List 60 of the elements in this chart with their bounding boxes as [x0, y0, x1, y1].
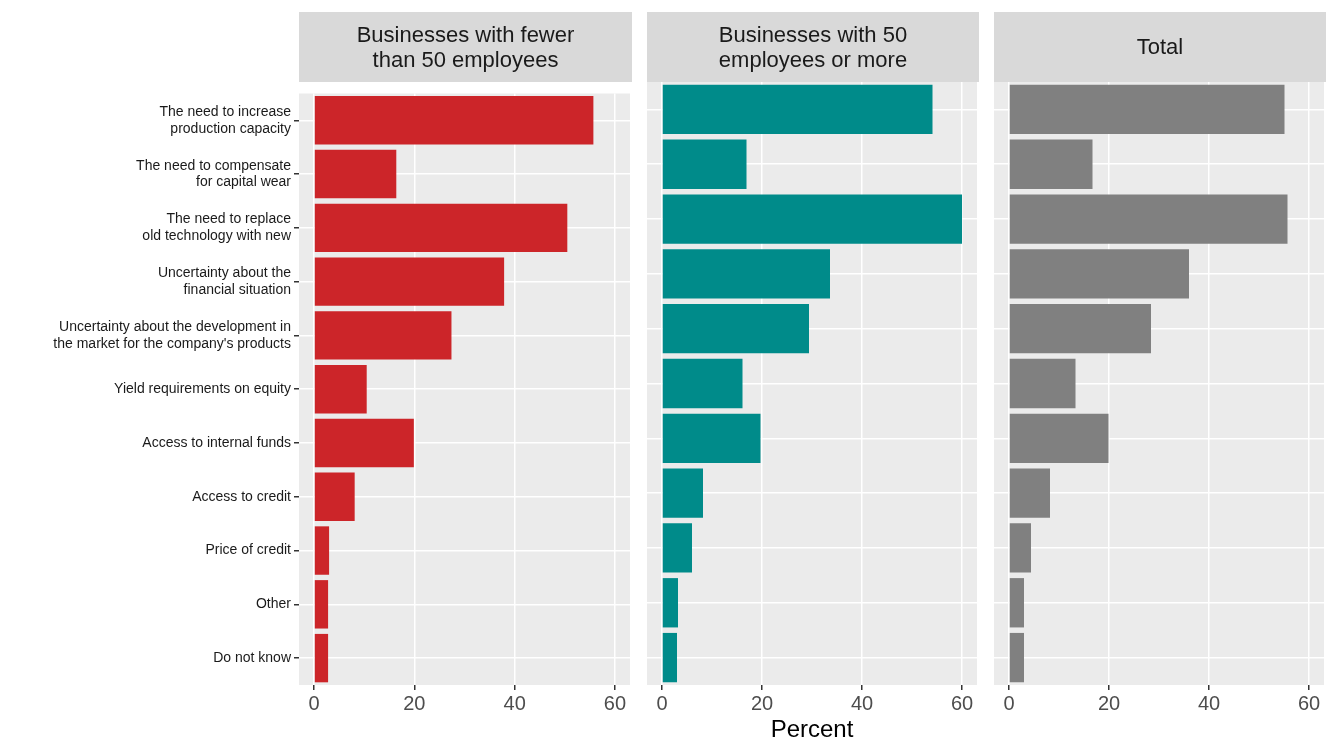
x-tick-label: 0 [308, 691, 320, 714]
x-axis-title: Percent [770, 715, 854, 743]
bar [1009, 578, 1024, 628]
x-tick-label: 60 [1297, 691, 1321, 714]
bar [314, 580, 329, 629]
y-tick-label: The need to replace old technology with new [142, 210, 292, 244]
bar [314, 96, 594, 145]
x-tick-label: 60 [603, 691, 627, 714]
bar [1009, 249, 1189, 299]
x-tick-label: 20 [750, 691, 774, 714]
bar [662, 413, 761, 463]
bar [662, 523, 692, 573]
y-tick-label: Do not know [213, 648, 292, 665]
bar [1009, 84, 1285, 135]
y-tick-label: Access to credit [192, 487, 292, 504]
bar [1009, 304, 1151, 354]
x-tick-label: 20 [1097, 691, 1121, 714]
bar [662, 358, 743, 409]
bar [1009, 468, 1050, 518]
bar [314, 257, 505, 306]
bar [314, 149, 397, 199]
bar [314, 418, 414, 468]
bar [662, 139, 747, 189]
bar [662, 84, 933, 135]
bar [314, 526, 330, 575]
x-tick-label: 0 [1003, 691, 1015, 714]
y-tick-label: Uncertainty about the development in the market for the company's products [53, 317, 291, 351]
x-tick-label: 40 [850, 691, 874, 714]
y-tick-label: Price of credit [205, 541, 292, 558]
chart-title: Total [994, 12, 1326, 82]
x-tick-label: 40 [503, 691, 526, 714]
bar [1009, 632, 1024, 683]
y-tick-label: Uncertainty about the financial situation [157, 264, 292, 297]
bar [662, 194, 962, 244]
chart-title: Businesses with 50 employees or more [647, 12, 979, 82]
bar [662, 578, 678, 628]
y-tick-label: The need to increase production capacity [159, 102, 292, 136]
x-tick-label: 40 [1197, 691, 1221, 714]
x-tick-label: 0 [656, 691, 668, 714]
x-tick-label: 20 [403, 691, 426, 714]
y-tick-label: Other [255, 595, 292, 612]
bar [1009, 358, 1076, 409]
y-tick-label: Access to internal funds [142, 433, 291, 450]
bar [314, 472, 355, 521]
bar [662, 632, 677, 683]
bar [1009, 523, 1031, 573]
bar [662, 304, 809, 354]
bar [314, 311, 452, 360]
y-tick-label: Yield requirements on equity [114, 380, 291, 397]
bar [314, 203, 568, 253]
bar [314, 633, 329, 683]
bar [662, 468, 703, 518]
bar [662, 249, 830, 299]
bar [1009, 194, 1288, 244]
chart-title: Businesses with fewer than 50 employees [299, 12, 632, 82]
x-tick-label: 60 [950, 691, 974, 714]
y-tick-label: The need to compensate for capital wear [136, 156, 292, 190]
bar [314, 365, 367, 414]
bar [1009, 413, 1109, 463]
bar [1009, 139, 1093, 189]
